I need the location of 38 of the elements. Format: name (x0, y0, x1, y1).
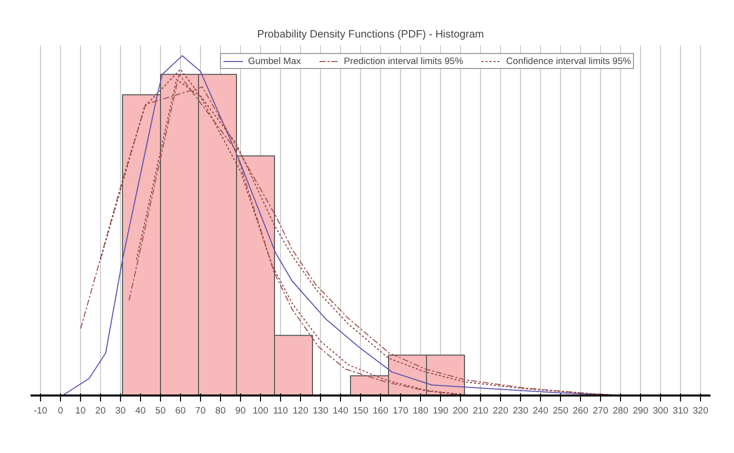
x-tick-label: 40 (135, 406, 146, 416)
x-tick-label: 280 (612, 406, 628, 416)
x-tick-label: 240 (532, 406, 548, 416)
x-tick-label: 130 (312, 406, 328, 416)
x-tick-label: 100 (252, 406, 268, 416)
x-tick-label: 220 (492, 406, 508, 416)
x-tick-label: 190 (432, 406, 448, 416)
x-tick-label: 0 (58, 406, 64, 416)
x-tick-label: 150 (352, 406, 368, 416)
x-tick-label: 140 (332, 406, 348, 416)
x-tick-label: 270 (592, 406, 608, 416)
x-tick-label: -10 (34, 406, 48, 416)
x-tick-label: 160 (372, 406, 388, 416)
x-tick-label: 290 (632, 406, 648, 416)
x-tick-label: 20 (95, 406, 106, 416)
x-tick-label: 250 (552, 406, 568, 416)
x-tick-label: 120 (292, 406, 308, 416)
x-tick-label: 60 (175, 406, 186, 416)
x-tick-label: 180 (412, 406, 428, 416)
x-tick-label: 310 (672, 406, 688, 416)
x-tick-label: 210 (472, 406, 488, 416)
chart-title: Probability Density Functions (PDF) - Histogram (257, 28, 484, 40)
x-tick-label: 110 (273, 406, 288, 416)
x-tick-label: 10 (75, 406, 86, 416)
legend-label: Gumbel Max (248, 56, 301, 66)
x-tick-label: 30 (115, 406, 126, 416)
x-tick-label: 90 (235, 406, 246, 416)
x-tick-label: 170 (392, 406, 408, 416)
legend-label: Prediction interval limits 95% (344, 56, 464, 66)
x-tick-label: 50 (155, 406, 166, 416)
x-tick-label: 320 (692, 406, 708, 416)
x-tick-label: 70 (195, 406, 206, 416)
x-tick-label: 80 (215, 406, 226, 416)
x-tick-label: 230 (512, 406, 528, 416)
x-tick-label: 200 (452, 406, 468, 416)
x-tick-label: 260 (572, 406, 588, 416)
legend-label: Confidence interval limits 95% (506, 56, 632, 66)
x-tick-label: 300 (652, 406, 668, 416)
